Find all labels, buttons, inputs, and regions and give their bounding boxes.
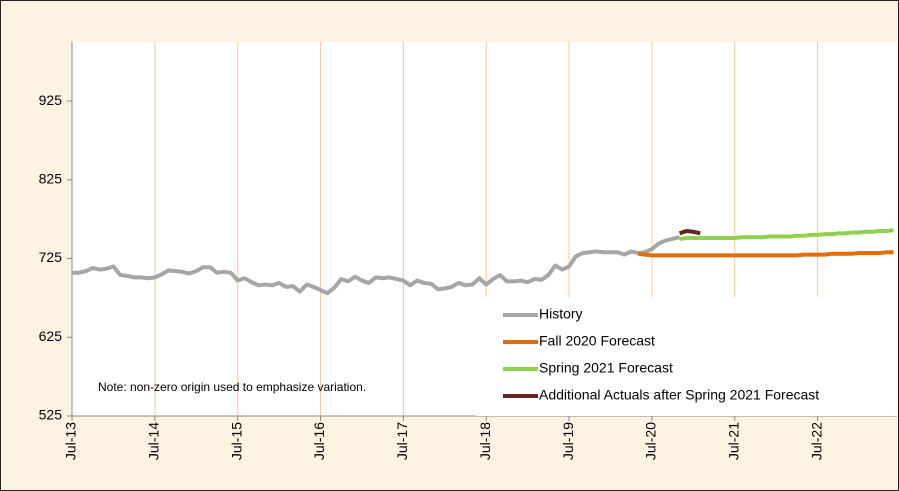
y-tick-label: 925 (39, 92, 63, 108)
series-line (72, 235, 680, 296)
note: Note: non-zero origin used to emphasize … (98, 380, 366, 394)
x-tick-label: Jul-21 (725, 422, 741, 460)
x-tick-label: Jul-22 (808, 422, 824, 460)
x-tick-label: Jul-15 (228, 422, 244, 460)
legend-label: History (539, 306, 583, 322)
y-tick-label: 625 (39, 328, 63, 344)
legend-label: Spring 2021 Forecast (539, 360, 673, 376)
x-tick-label: Jul-17 (394, 422, 410, 460)
y-tick-label: 825 (39, 170, 63, 186)
x-tick-label: Jul-18 (477, 422, 493, 460)
series-line (637, 250, 894, 258)
y-tick-label: 525 (39, 407, 63, 423)
x-tick-label: Jul-20 (643, 422, 659, 460)
legend-label: Fall 2020 Forecast (539, 333, 655, 349)
x-tick-label: Jul-14 (146, 422, 162, 460)
x-tick-label: Jul-19 (560, 422, 576, 460)
series-line (678, 228, 701, 236)
x-tick-label: Jul-13 (63, 422, 79, 460)
y-tick-label: 725 (39, 249, 63, 265)
legend-label: Additional Actuals after Spring 2021 For… (539, 387, 819, 403)
legend-box (476, 297, 897, 416)
x-tick-label: Jul-16 (311, 422, 327, 460)
series-line (679, 228, 894, 241)
